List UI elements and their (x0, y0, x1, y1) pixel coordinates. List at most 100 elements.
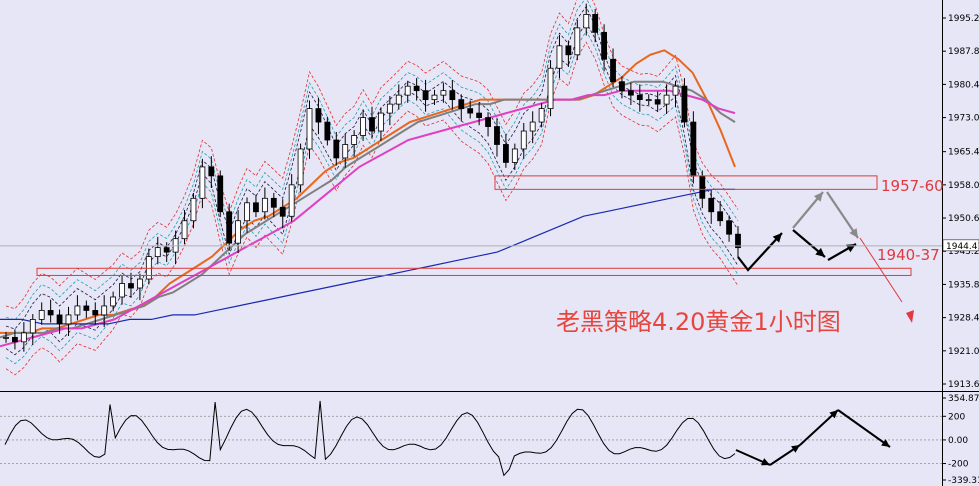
candle-body (12, 336, 18, 343)
candle-body (663, 94, 670, 105)
indicator-forecast-arrowhead (881, 439, 890, 447)
candle-body (529, 121, 536, 132)
candle-body (565, 45, 572, 56)
candle-body (20, 332, 27, 343)
candle-body (547, 67, 554, 110)
candle-body (672, 85, 679, 96)
candle-body (556, 45, 563, 69)
forecast-arrow-grey-down-head (849, 228, 858, 238)
candle-body (520, 130, 527, 150)
price-tick-label: 1913.60 (948, 380, 979, 390)
candle-body (610, 58, 616, 83)
support-resistance-zone (36, 267, 912, 276)
candle-body (253, 202, 259, 213)
band-upper (5, 0, 739, 310)
forecast-arrow-grey-down (826, 191, 859, 239)
candle-body (378, 112, 384, 132)
candle-body (235, 220, 241, 244)
candle-body (395, 94, 402, 105)
candle-body (83, 305, 90, 311)
candle-body (636, 94, 643, 101)
band-lower (5, 41, 739, 376)
candle-body (485, 117, 491, 127)
candle-body (404, 85, 411, 96)
price-tick-label: 1950.60 (948, 214, 979, 224)
moving-average-line (0, 89, 736, 348)
candle-body (342, 144, 349, 159)
candle-body (181, 220, 188, 240)
price-tick-label: 1973.00 (948, 114, 979, 124)
candle-body (681, 85, 688, 123)
red-projection-line (859, 237, 903, 303)
candle-body (65, 314, 72, 325)
candle-body (360, 117, 366, 136)
candle-body (351, 135, 358, 145)
price-tick-label: 1995.20 (948, 14, 979, 24)
price-tick-label: 1928.40 (948, 314, 979, 324)
price-tick-label: 1965.40 (948, 148, 979, 158)
candle-body (244, 202, 250, 222)
candle-body (297, 148, 304, 186)
indicator-tick-label: -200 (948, 460, 969, 470)
candle-body (47, 310, 54, 316)
candle-body (467, 108, 474, 114)
candle-body (110, 296, 117, 307)
candle-body (583, 14, 590, 29)
indicator-forecast-arrow (837, 409, 891, 448)
candle-body (217, 175, 224, 213)
candle-body (190, 197, 197, 222)
candle-body (315, 108, 322, 123)
candle-body (458, 99, 465, 110)
candle-body (74, 305, 81, 316)
indicator-forecast-arrowhead (791, 445, 800, 453)
candle-body (119, 283, 125, 298)
zone-label-lower: 1940-37 (877, 246, 940, 264)
indicator-forecast-arrow (799, 409, 839, 446)
candle-body (449, 90, 456, 101)
forecast-arrow-down-up (737, 232, 783, 272)
candle-body (56, 314, 63, 325)
candle-body (494, 126, 500, 145)
candle-body (735, 233, 741, 249)
forecast-arrow-grey-up-head (813, 192, 823, 202)
candle-body (261, 197, 268, 213)
candle-body (422, 90, 429, 101)
candle-body (3, 336, 9, 339)
candle-body (38, 310, 45, 320)
candle-body (431, 94, 438, 101)
indicator-panel (0, 393, 942, 486)
price-tick-label: 1921.00 (948, 347, 979, 357)
price-tick-label: 1943.20 (948, 247, 979, 257)
price-axis: 1995.20 1987.80 1980.40 1973.00 1965.40 1958.… (942, 14, 979, 390)
support-resistance-zone (494, 175, 878, 190)
indicator-series-line (4, 400, 736, 477)
candle-body (645, 99, 652, 102)
indicator-tick-label: -339.31 (948, 476, 979, 486)
candle-body (101, 305, 108, 316)
forecast-arrow-down-up-head (772, 233, 782, 243)
candle-body (699, 175, 706, 199)
candle-body (288, 184, 295, 217)
indicator-axis: 354.879 200 0.00 -200 -339.31 (0, 394, 979, 486)
candle-body (137, 278, 143, 289)
candle-body (592, 14, 599, 33)
candle-body (369, 117, 375, 132)
current-price-label: 1944.41 (946, 242, 979, 252)
price-tick-label: 1987.80 (948, 47, 979, 57)
candle-body (440, 90, 447, 96)
moving-average-line (0, 188, 735, 325)
indicator-forecast-arrowhead (829, 410, 838, 419)
candle-body (413, 85, 420, 92)
candle-body (92, 310, 99, 316)
candle-body (29, 319, 36, 334)
candle-body (270, 197, 277, 208)
price-panel (0, 0, 942, 390)
indicator-tick-label: 200 (948, 412, 965, 422)
moving-average-line (0, 80, 736, 339)
candle-body (324, 121, 331, 141)
candle-body (279, 206, 286, 217)
indicator-tick-label: 0.00 (948, 436, 968, 446)
price-tick-label: 1935.80 (948, 280, 979, 290)
